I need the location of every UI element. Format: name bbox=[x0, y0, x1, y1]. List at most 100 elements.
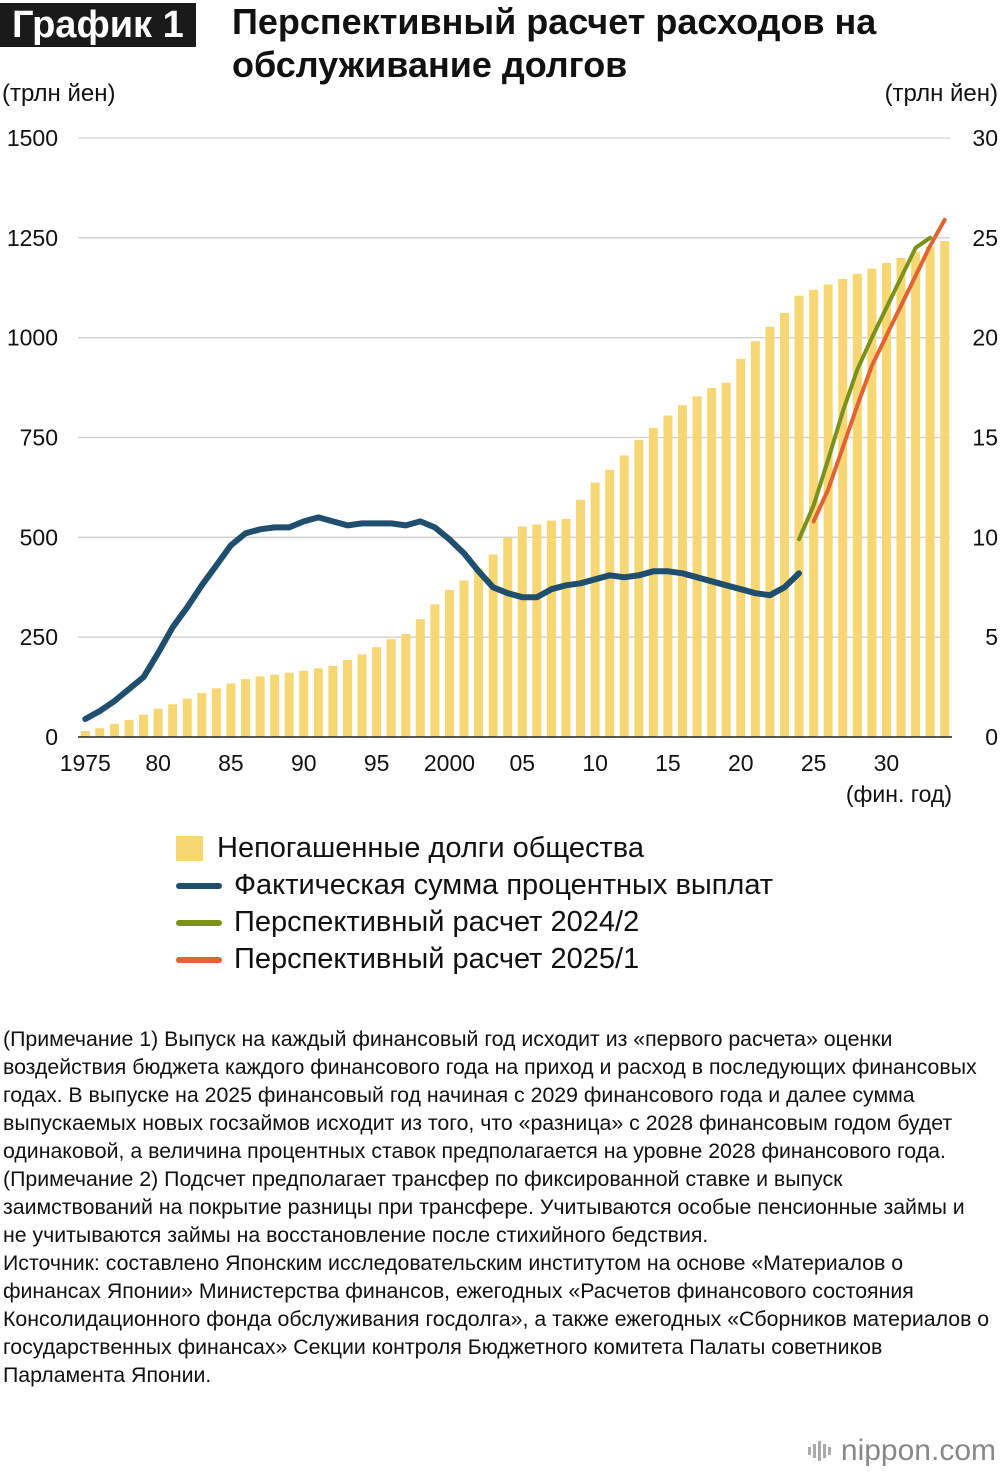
x-axis-unit-label: (фин. год) bbox=[846, 781, 952, 807]
note-1: (Примечание 1) Выпуск на каждый финансов… bbox=[3, 1027, 977, 1163]
x-tick-label: 05 bbox=[509, 750, 535, 776]
legend-label-forecast-2025: Перспективный расчет 2025/1 bbox=[234, 943, 640, 975]
debt-bar bbox=[270, 674, 280, 737]
x-tick-label: 95 bbox=[364, 750, 390, 776]
right-tick-label: 15 bbox=[972, 425, 998, 451]
debt-bar bbox=[838, 278, 848, 737]
debt-bar bbox=[372, 647, 382, 737]
debt-bar bbox=[328, 665, 338, 737]
debt-bar bbox=[517, 526, 527, 737]
forecast-2024-line bbox=[797, 235, 933, 542]
x-tick-label: 80 bbox=[145, 750, 171, 776]
source-note: Источник: составлено Японским исследоват… bbox=[3, 1251, 990, 1387]
debt-bar bbox=[692, 396, 702, 737]
debt-bar bbox=[197, 693, 207, 737]
x-tick-label: 25 bbox=[801, 750, 827, 776]
debt-bar bbox=[357, 654, 367, 737]
x-tick-label: 15 bbox=[655, 750, 681, 776]
debt-bar bbox=[182, 698, 192, 737]
right-tick-label: 25 bbox=[972, 225, 998, 251]
debt-bar bbox=[241, 679, 251, 737]
legend-label-debt: Непогашенные долги общества bbox=[217, 832, 644, 864]
debt-bar bbox=[284, 672, 294, 737]
x-tick-label: 30 bbox=[874, 750, 900, 776]
debt-bar bbox=[546, 520, 556, 737]
debt-bar bbox=[823, 284, 833, 737]
legend-swatch-forecast-2024 bbox=[176, 919, 222, 926]
brand-text: nippon.com bbox=[840, 1434, 996, 1467]
left-tick-label: 250 bbox=[20, 624, 58, 650]
debt-bar bbox=[139, 714, 149, 737]
right-tick-label: 30 bbox=[972, 125, 998, 151]
x-tick-label: 90 bbox=[291, 750, 317, 776]
left-tick-label: 500 bbox=[20, 524, 58, 550]
legend-swatch-forecast-2025 bbox=[176, 956, 222, 963]
debt-bar bbox=[911, 251, 921, 737]
chart-number-badge: График 1 bbox=[0, 3, 196, 47]
legend-item-forecast-2024: Перспективный расчет 2024/2 bbox=[176, 904, 773, 941]
debt-bar bbox=[299, 670, 309, 737]
debt-bar bbox=[255, 676, 265, 737]
debt-bar bbox=[663, 415, 673, 737]
debt-bar bbox=[750, 341, 760, 737]
debt-bar bbox=[503, 537, 513, 737]
right-axis-unit: (трлн йен) bbox=[884, 80, 998, 107]
debt-bar bbox=[896, 257, 906, 737]
debt-bar bbox=[881, 262, 891, 737]
debt-bar bbox=[634, 439, 644, 737]
chart-legend: Непогашенные долги общества Фактическая … bbox=[176, 830, 773, 978]
left-tick-label: 750 bbox=[20, 425, 58, 451]
x-tick-label: 85 bbox=[218, 750, 244, 776]
debt-bar bbox=[721, 382, 731, 737]
debt-bar bbox=[940, 241, 950, 737]
x-tick-label: 2000 bbox=[424, 750, 475, 776]
forecast-2025-line bbox=[811, 217, 947, 524]
chart-title: Перспективный расчет расходов на обслужи… bbox=[232, 1, 877, 85]
legend-item-debt: Непогашенные долги общества bbox=[176, 830, 773, 867]
chart-header: График 1 Перспективный расчет расходов н… bbox=[0, 0, 1000, 107]
left-tick-label: 1250 bbox=[7, 225, 58, 251]
legend-item-forecast-2025: Перспективный расчет 2025/1 bbox=[176, 941, 773, 978]
brand-logo: nippon.com bbox=[807, 1434, 996, 1468]
debt-bar bbox=[925, 246, 935, 738]
legend-swatch-actual bbox=[176, 882, 222, 889]
debt-bar bbox=[313, 668, 323, 737]
right-tick-label: 10 bbox=[972, 524, 998, 550]
x-tick-label: 20 bbox=[728, 750, 754, 776]
actual-interest-line bbox=[82, 514, 802, 722]
debt-bar bbox=[401, 633, 411, 737]
legend-label-forecast-2024: Перспективный расчет 2024/2 bbox=[234, 906, 640, 938]
x-tick-label: 10 bbox=[582, 750, 608, 776]
debt-bar bbox=[576, 499, 586, 737]
debt-bar bbox=[648, 427, 658, 737]
debt-bar bbox=[80, 731, 90, 737]
debt-bar bbox=[590, 482, 600, 737]
debt-bar bbox=[779, 312, 789, 737]
debt-bar bbox=[852, 273, 862, 737]
debt-bar bbox=[444, 590, 454, 737]
debt-bar bbox=[488, 554, 498, 737]
debt-bar bbox=[342, 659, 352, 737]
debt-bar bbox=[386, 639, 396, 737]
debt-bar bbox=[707, 387, 717, 737]
debt-bar bbox=[605, 469, 615, 737]
left-tick-label: 1000 bbox=[7, 325, 58, 351]
debt-bar bbox=[124, 719, 134, 737]
debt-bar bbox=[153, 708, 163, 737]
debt-bar bbox=[794, 295, 804, 737]
debt-bar bbox=[459, 580, 469, 737]
debt-bar bbox=[95, 728, 105, 737]
legend-swatch-bar bbox=[176, 836, 203, 861]
legend-item-actual: Фактическая сумма процентных выплат bbox=[176, 867, 773, 904]
right-tick-label: 20 bbox=[972, 325, 998, 351]
debt-bar bbox=[736, 358, 746, 737]
brand-bars-icon bbox=[807, 1441, 833, 1461]
debt-bar bbox=[809, 289, 819, 737]
debt-bar bbox=[532, 524, 542, 737]
debt-bar bbox=[619, 455, 629, 737]
right-tick-label: 5 bbox=[985, 624, 998, 650]
debt-bar bbox=[226, 683, 236, 737]
left-tick-label: 0 bbox=[45, 724, 58, 750]
debt-bar bbox=[168, 704, 178, 737]
